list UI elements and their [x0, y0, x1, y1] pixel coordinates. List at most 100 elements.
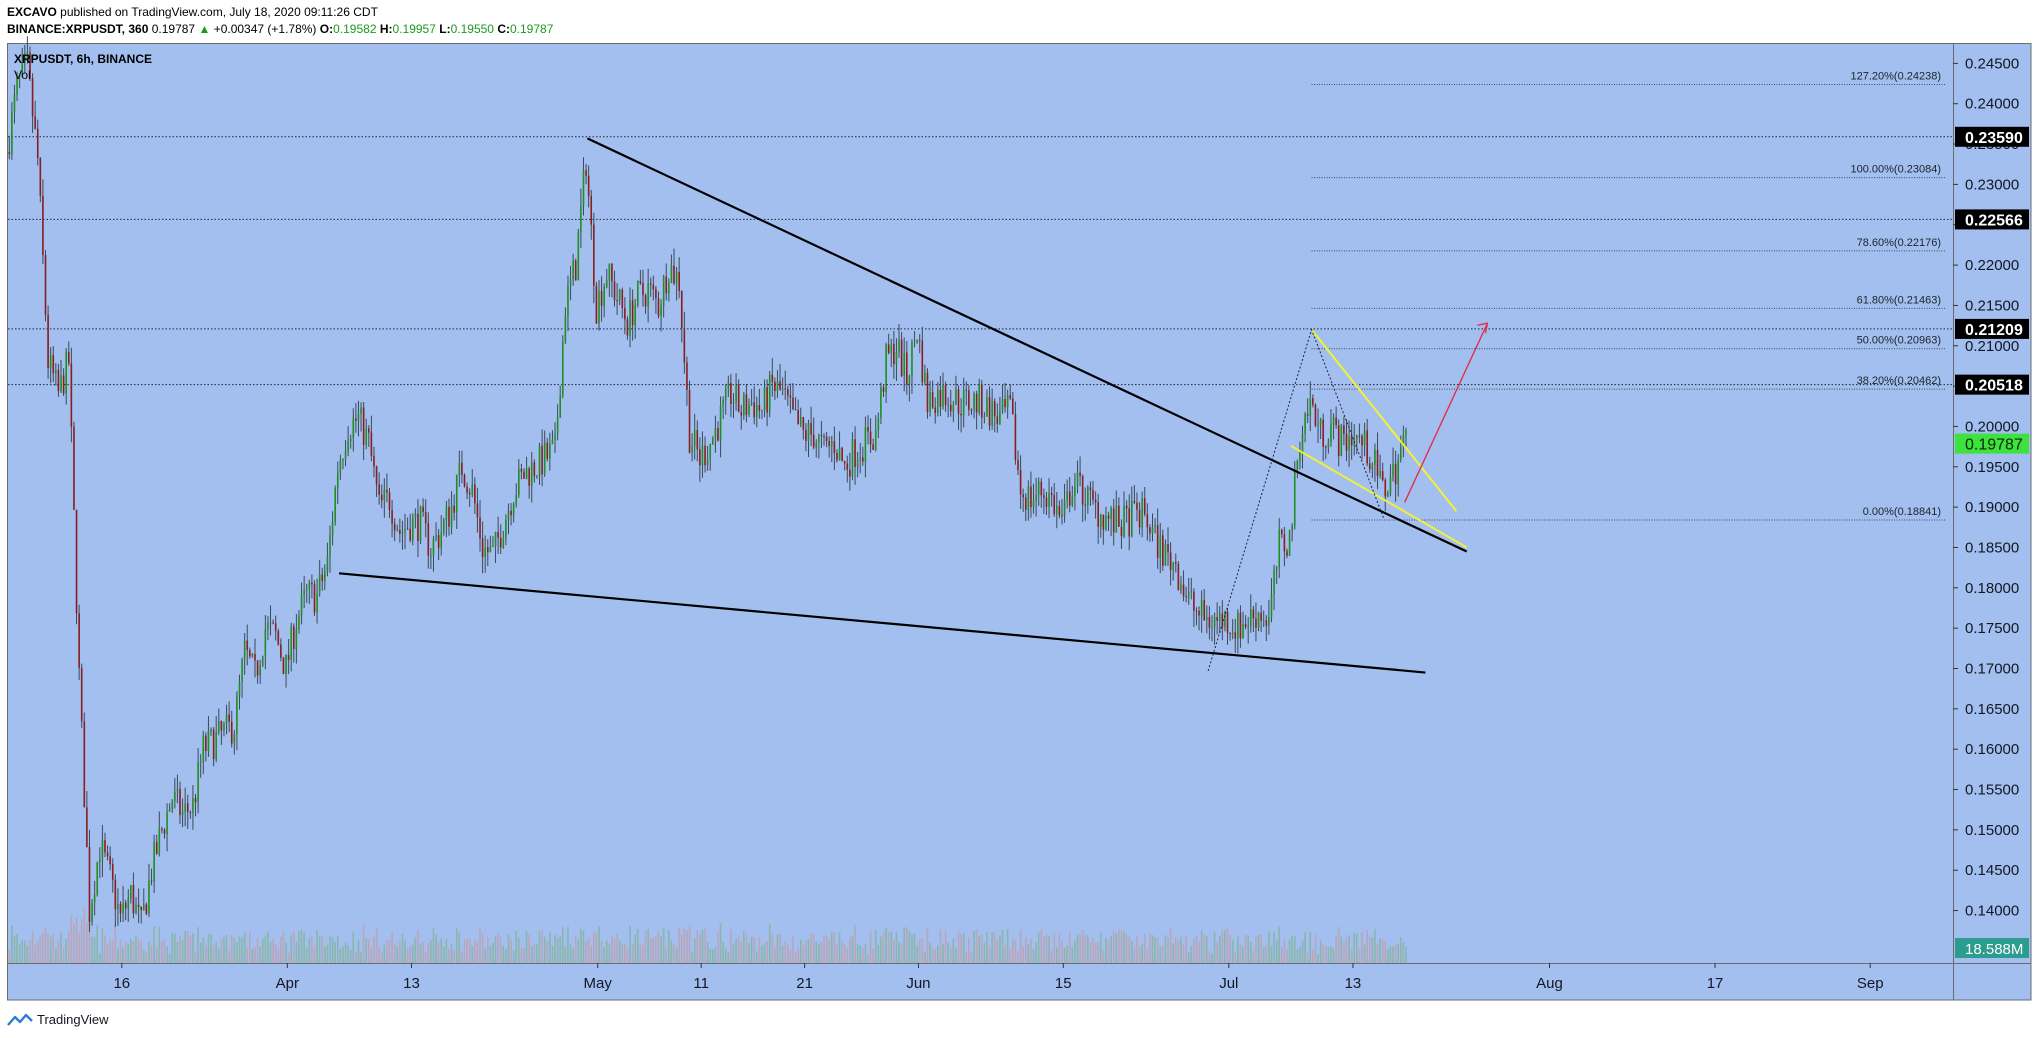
candle-body — [675, 272, 678, 284]
volume-bar — [311, 936, 313, 963]
volume-bar — [905, 927, 908, 963]
candle-body — [137, 904, 140, 907]
volume-bar — [735, 938, 737, 963]
volume-bar — [644, 930, 647, 963]
candle-body — [171, 800, 174, 809]
candle-body — [186, 803, 189, 812]
candle-body — [1324, 446, 1327, 448]
volume-bar — [1174, 937, 1177, 963]
volume-bar — [768, 923, 771, 963]
volume-bar — [155, 946, 158, 963]
volume-bar — [507, 934, 510, 963]
volume-bar — [761, 945, 763, 963]
candle-body — [352, 418, 355, 439]
candle-body — [161, 828, 163, 830]
volume-bar — [712, 949, 714, 963]
candle-body — [251, 654, 254, 657]
candle-body — [342, 459, 344, 461]
volume-bar — [1337, 926, 1340, 963]
volume-bar — [1322, 944, 1325, 963]
candle-body — [898, 339, 900, 353]
volume-bar — [784, 941, 787, 963]
volume-bar — [212, 945, 215, 963]
candle-body — [980, 384, 983, 418]
candle-body — [510, 510, 512, 516]
candle-body — [921, 340, 924, 383]
candle-body — [929, 392, 931, 412]
volume-bar — [424, 951, 427, 963]
candle-body — [810, 423, 812, 435]
candle-body — [916, 339, 918, 343]
candle-body — [1350, 435, 1353, 446]
volume-bar — [799, 939, 802, 963]
volume-bar — [973, 931, 975, 963]
volume-bar — [1208, 950, 1211, 963]
volume-bar — [1079, 934, 1081, 963]
candle-body — [924, 372, 926, 383]
volume-bar — [957, 930, 960, 963]
candle-body — [104, 840, 106, 853]
candle-body — [52, 355, 55, 374]
volume-bar — [419, 943, 422, 963]
volume-bar — [207, 933, 210, 963]
candle-body — [960, 413, 962, 416]
volume-bar — [763, 943, 766, 963]
volume-bar — [432, 927, 435, 963]
candle-body — [1327, 442, 1330, 448]
volume-bar — [970, 950, 973, 963]
candle-body — [704, 445, 706, 466]
candle-body — [409, 528, 411, 541]
volume-bar — [1089, 942, 1092, 963]
footer-brand[interactable]: TradingView — [37, 1012, 109, 1027]
volume-bar — [109, 938, 111, 963]
candle-body — [528, 468, 530, 486]
candle-body — [99, 859, 101, 863]
volume-bar — [453, 949, 455, 963]
candle-body — [83, 721, 86, 808]
candle-body — [631, 300, 634, 326]
candle-body — [1226, 612, 1229, 633]
volume-bar — [949, 946, 952, 963]
candle-body — [512, 504, 515, 516]
candle-body — [1343, 425, 1345, 434]
candle-body — [856, 459, 859, 468]
candle-body — [600, 291, 603, 307]
price-tag-label: 0.21209 — [1965, 322, 2023, 339]
volume-bar — [1024, 937, 1027, 963]
candle-body — [419, 506, 422, 541]
volume-bar — [277, 949, 280, 963]
candle-body — [1260, 612, 1262, 621]
candle-body — [636, 280, 639, 306]
candle-body — [869, 431, 872, 445]
candle-body — [1213, 617, 1216, 628]
volume-bar — [1182, 944, 1185, 963]
volume-bar — [1084, 935, 1087, 963]
volume-bar — [223, 937, 225, 963]
candle-body — [168, 808, 171, 812]
volume-bar — [657, 930, 660, 963]
candle-body — [934, 407, 937, 414]
candle-body — [443, 519, 445, 533]
candle-body — [1286, 551, 1288, 556]
volume-bar — [417, 929, 419, 963]
volume-bar — [1190, 946, 1193, 963]
candle-body — [311, 582, 313, 585]
volume-bar — [670, 940, 673, 963]
volume-bar — [31, 930, 34, 963]
candle-body — [153, 842, 155, 882]
candle-body — [256, 660, 259, 676]
candle-body — [225, 714, 228, 724]
candle-body — [67, 351, 70, 364]
volume-bar — [132, 941, 135, 963]
candle-body — [722, 399, 724, 407]
volume-bar — [256, 938, 259, 963]
footer: TradingView — [7, 1012, 109, 1027]
candle-body — [983, 416, 986, 418]
price-chart[interactable]: 0.14000 0.14500 0.15000 0.15500 0.16000 0.165… — [0, 0, 2041, 1010]
volume-bar — [887, 931, 890, 963]
tradingview-logo-icon — [7, 1013, 33, 1026]
volume-bar — [1247, 935, 1249, 963]
volume-bar — [1399, 937, 1402, 963]
candle-body — [1172, 562, 1174, 570]
candle-body — [181, 811, 184, 816]
